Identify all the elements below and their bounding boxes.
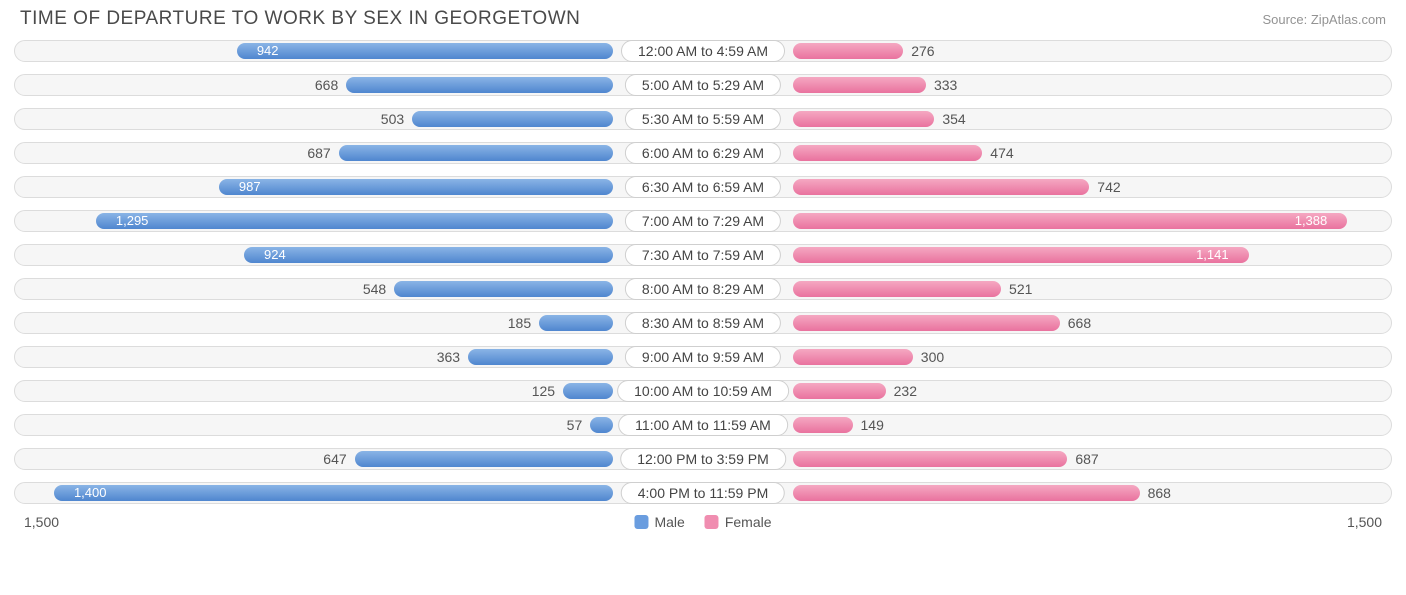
male-bar — [563, 383, 613, 399]
male-bar — [54, 485, 613, 501]
female-value: 149 — [861, 414, 884, 436]
time-range-label: 7:30 AM to 7:59 AM — [625, 244, 781, 266]
female-bar — [793, 247, 1249, 263]
male-bar — [219, 179, 613, 195]
male-value: 363 — [437, 346, 460, 368]
male-value: 942 — [247, 40, 279, 62]
male-bar — [96, 213, 613, 229]
male-value: 924 — [254, 244, 286, 266]
time-range-label: 8:30 AM to 8:59 AM — [625, 312, 781, 334]
time-range-label: 6:30 AM to 6:59 AM — [625, 176, 781, 198]
female-bar — [793, 349, 913, 365]
time-range-label: 12:00 AM to 4:59 AM — [621, 40, 785, 62]
male-value: 57 — [567, 414, 583, 436]
chart-row: 9:00 AM to 9:59 AM 363 300 — [14, 342, 1392, 373]
chart-row: 8:00 AM to 8:29 AM 548 521 — [14, 274, 1392, 305]
female-bar — [793, 43, 903, 59]
male-value: 687 — [307, 142, 330, 164]
chart-row: 12:00 PM to 3:59 PM 647 687 — [14, 444, 1392, 475]
female-swatch — [705, 515, 719, 529]
chart-row: 11:00 AM to 11:59 AM 57 149 — [14, 410, 1392, 441]
male-bar — [394, 281, 613, 297]
time-range-label: 9:00 AM to 9:59 AM — [625, 346, 781, 368]
female-bar — [793, 281, 1001, 297]
male-bar — [346, 77, 613, 93]
male-bar — [339, 145, 613, 161]
male-value: 668 — [315, 74, 338, 96]
time-range-label: 7:00 AM to 7:29 AM — [625, 210, 781, 232]
chart-row: 8:30 AM to 8:59 AM 185 668 — [14, 308, 1392, 339]
chart-row: 6:30 AM to 6:59 AM 987 742 — [14, 172, 1392, 203]
male-bar — [590, 417, 613, 433]
female-bar — [793, 111, 934, 127]
female-bar — [793, 383, 886, 399]
chart-row: 5:30 AM to 5:59 AM 503 354 — [14, 104, 1392, 135]
male-value: 1,295 — [106, 210, 149, 232]
male-value: 987 — [229, 176, 261, 198]
male-bar — [355, 451, 613, 467]
chart-row: 6:00 AM to 6:29 AM 687 474 — [14, 138, 1392, 169]
female-value: 474 — [990, 142, 1013, 164]
time-range-label: 11:00 AM to 11:59 AM — [618, 414, 788, 436]
female-value: 521 — [1009, 278, 1032, 300]
legend-female: Female — [705, 514, 772, 530]
time-range-label: 6:00 AM to 6:29 AM — [625, 142, 781, 164]
chart-row: 5:00 AM to 5:29 AM 668 333 — [14, 70, 1392, 101]
axis-max-left: 1,500 — [24, 514, 59, 530]
chart-row: 7:30 AM to 7:59 AM 924 1,141 — [14, 240, 1392, 271]
time-range-label: 8:00 AM to 8:29 AM — [625, 278, 781, 300]
male-swatch — [634, 515, 648, 529]
legend-male-label: Male — [654, 514, 684, 530]
female-value: 354 — [942, 108, 965, 130]
female-bar — [793, 145, 982, 161]
time-range-label: 5:30 AM to 5:59 AM — [625, 108, 781, 130]
source-attribution: Source: ZipAtlas.com — [1262, 12, 1386, 27]
axis-max-right: 1,500 — [1347, 514, 1382, 530]
female-value: 668 — [1068, 312, 1091, 334]
female-bar — [793, 451, 1067, 467]
legend-female-label: Female — [725, 514, 772, 530]
chart-row: 4:00 PM to 11:59 PM 1,400 868 — [14, 478, 1392, 509]
male-value: 548 — [363, 278, 386, 300]
male-bar — [468, 349, 613, 365]
time-range-label: 5:00 AM to 5:29 AM — [625, 74, 781, 96]
male-bar — [237, 43, 613, 59]
female-value: 333 — [934, 74, 957, 96]
male-value: 1,400 — [64, 482, 107, 504]
female-bar — [793, 77, 926, 93]
male-bar — [412, 111, 613, 127]
female-value: 742 — [1097, 176, 1120, 198]
legend-male: Male — [634, 514, 684, 530]
female-bar — [793, 417, 853, 433]
female-value: 232 — [894, 380, 917, 402]
female-value: 868 — [1148, 482, 1171, 504]
chart-row: 10:00 AM to 10:59 AM 125 232 — [14, 376, 1392, 407]
male-value: 503 — [381, 108, 404, 130]
female-bar — [793, 315, 1060, 331]
female-bar — [793, 485, 1140, 501]
time-range-label: 4:00 PM to 11:59 PM — [621, 482, 785, 504]
time-range-label: 12:00 PM to 3:59 PM — [620, 448, 786, 470]
female-value: 1,388 — [1295, 210, 1338, 232]
male-value: 185 — [508, 312, 531, 334]
male-bar — [539, 315, 613, 331]
legend: Male Female — [634, 514, 771, 530]
female-bar — [793, 179, 1089, 195]
male-value: 647 — [323, 448, 346, 470]
female-value: 276 — [911, 40, 934, 62]
chart-row: 12:00 AM to 4:59 AM 942 276 — [14, 36, 1392, 67]
chart-title: TIME OF DEPARTURE TO WORK BY SEX IN GEOR… — [20, 8, 580, 30]
female-value: 1,141 — [1196, 244, 1239, 266]
diverging-bar-chart: 12:00 AM to 4:59 AM 942 276 5:00 AM to 5:29… — [0, 36, 1406, 509]
female-bar — [793, 213, 1347, 229]
female-value: 687 — [1075, 448, 1098, 470]
male-value: 125 — [532, 380, 555, 402]
time-range-label: 10:00 AM to 10:59 AM — [617, 380, 789, 402]
female-value: 300 — [921, 346, 944, 368]
chart-row: 7:00 AM to 7:29 AM 1,295 1,388 — [14, 206, 1392, 237]
male-bar — [244, 247, 613, 263]
